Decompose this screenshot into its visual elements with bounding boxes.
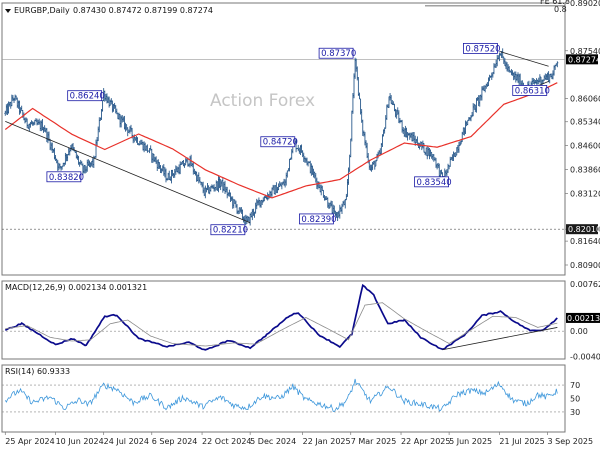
annotation-text: 0.87520 (465, 44, 500, 54)
price-tick-label: 0.85340 (570, 118, 600, 127)
annotation-box (299, 213, 334, 225)
macd-signal-line (5, 302, 558, 347)
price-panel-frame (1, 2, 566, 276)
fib-value-label: 0.8 (554, 5, 567, 14)
annotation-0-87370: 0.87370 (318, 47, 356, 59)
annotation-0-87520: 0.87520 (463, 42, 501, 54)
annotation-0-86240: 0.86240 (67, 90, 105, 102)
annotation-box (463, 42, 498, 54)
rsi-tick-label: 30 (570, 408, 580, 417)
macd-tick-label: 0.007623 (570, 280, 600, 289)
annotation-box (67, 90, 103, 102)
macd-current-tag-bg (566, 312, 600, 323)
rsi-line (4, 378, 558, 413)
rsi-tick-label: 70 (570, 381, 580, 390)
annotation-text: 0.86240 (70, 92, 105, 102)
date-tick-label: 5 Jun 2025 (449, 437, 492, 446)
date-tick-label: 22 Apr 2025 (401, 437, 450, 446)
support-tag: 0.82010 (566, 224, 600, 235)
annotation-0-83820: 0.83820 (46, 171, 84, 183)
macd-title: MACD(12,26,9) 0.002134 0.001321 (5, 283, 147, 292)
date-tick-label: 25 Apr 2024 (5, 437, 54, 446)
annotation-0-83540: 0.83540 (414, 176, 452, 188)
annotation-0-84720: 0.84720 (260, 136, 298, 148)
annotation-box (318, 47, 354, 59)
annotation-box (414, 176, 449, 188)
watermark-text: Action Forex (210, 91, 315, 111)
current-price-tag-text: 0.87274 (568, 55, 600, 64)
price-panel: 0.83820 0.86240 0.82210 0.84720 0.82390 0.873… (4, 42, 559, 236)
sma-line (4, 82, 558, 199)
date-tick-label: 21 Jul 2025 (499, 437, 544, 446)
reference-lines: FE 61.80.8 (2, 0, 570, 413)
date-tick-label: 5 Dec 2024 (250, 437, 296, 446)
rsi-title: RSI(14) 60.9333 (5, 367, 70, 376)
date-tick-label: 22 Oct 2024 (202, 437, 251, 446)
annotation-text: 0.86310 (515, 86, 550, 96)
ohlc-label: 0.87430 0.87472 0.87199 0.87274 (73, 6, 213, 15)
macd-panel (4, 283, 558, 351)
rsi-tick-label: 50 (570, 395, 580, 404)
support-tag-text: 0.82010 (568, 225, 600, 234)
macd-panel-frame (1, 280, 566, 360)
price-tick-label: 0.80900 (570, 261, 600, 270)
price-tick-label: 0.83860 (570, 165, 600, 174)
annotation-0-86310: 0.86310 (512, 85, 550, 96)
price-tick-label: 0.89020 (570, 0, 600, 8)
price-tick-label: 0.86060 (570, 95, 600, 104)
date-tick-label: 6 Sep 2024 (152, 437, 198, 446)
current-price-tag-bg (566, 54, 598, 65)
annotation-box (210, 224, 246, 236)
rsi-panel (4, 378, 558, 413)
price-tick-label: 0.81640 (570, 237, 600, 246)
fib-label: FE 61.8 (540, 0, 570, 6)
macd-trendline (442, 327, 558, 351)
date-tick-label: 22 Jan 2025 (303, 437, 351, 446)
macd-current-tag: 0.002134 (566, 312, 600, 323)
price-header: EURGBP,Daily 0.87430 0.87472 0.87199 0.8… (5, 6, 213, 15)
annotation-0-82210: 0.82210 (210, 224, 248, 236)
macd-tick-label: 0.00 (570, 327, 588, 336)
annotation-text: 0.83820 (49, 173, 84, 183)
price-tick-label: 0.83120 (570, 189, 600, 198)
macd-tick-label: -0.004073 (570, 352, 600, 361)
price-tick-label: 0.84600 (570, 142, 600, 151)
support-tag-bg (566, 224, 598, 235)
rsi-panel-frame (1, 364, 566, 433)
annotation-text: 0.82390 (301, 215, 336, 225)
annotation-text: 0.82210 (213, 226, 248, 236)
annotation-text: 0.83540 (417, 178, 452, 188)
price-bar (556, 61, 559, 68)
date-tick-label: 24 Jul 2024 (104, 437, 149, 446)
annotation-box (512, 85, 548, 96)
annotation-text: 0.87370 (321, 49, 356, 59)
chart-menu-icon[interactable] (5, 9, 11, 13)
price-tick-label: 0.87540 (570, 47, 600, 56)
trendline (499, 51, 549, 67)
macd-current-tag-text: 0.002134 (567, 314, 600, 323)
annotation-box (46, 171, 82, 183)
trendline (5, 121, 251, 224)
date-tick-label: 10 Jun 2024 (56, 437, 104, 446)
annotation-box (260, 136, 296, 148)
symbol-label: EURGBP,Daily (14, 6, 70, 15)
current-price-tag: 0.87274 (566, 54, 600, 65)
annotation-text: 0.84720 (263, 138, 298, 148)
date-tick-label: 7 Mar 2025 (351, 437, 397, 446)
date-tick-label: 3 Sep 2025 (548, 437, 594, 446)
annotation-0-82390: 0.82390 (299, 213, 337, 225)
